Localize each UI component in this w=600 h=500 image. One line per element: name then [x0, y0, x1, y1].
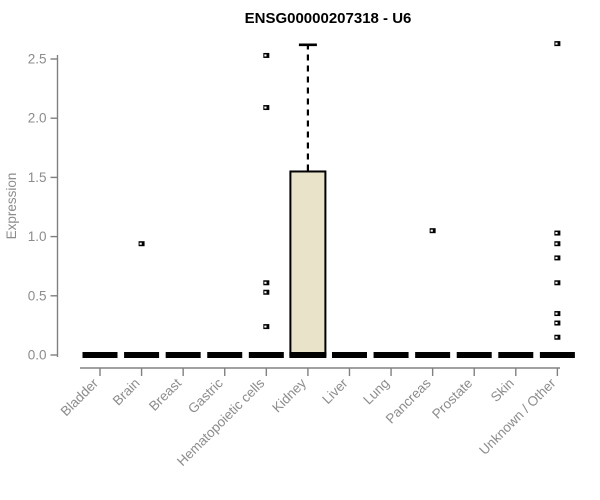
outlier-point-center — [264, 325, 267, 328]
y-tick-label: 0.5 — [28, 288, 47, 303]
outlier-point-center — [555, 322, 558, 325]
boxes-layer — [82, 43, 575, 358]
outlier-point-center — [555, 242, 558, 245]
x-tick-label: Lung — [360, 376, 392, 408]
x-tick-label: Pancreas — [383, 375, 434, 426]
x-tick-label: Breast — [146, 375, 184, 413]
chart-title: ENSG00000207318 - U6 — [245, 10, 412, 27]
y-tick-label: 2.5 — [28, 52, 47, 67]
x-tick-label: Kidney — [269, 375, 309, 415]
x-tick-label: Prostate — [429, 376, 475, 422]
outlier-point-center — [555, 256, 558, 259]
outlier-point-center — [555, 42, 558, 45]
collapsed-box — [124, 352, 160, 358]
outlier-point-center — [555, 312, 558, 315]
x-tick-label: Skin — [488, 376, 517, 405]
x-tick-label: Unknown / Other — [476, 375, 559, 458]
box-kidney — [289, 170, 327, 356]
x-tick-label: Gastric — [185, 375, 226, 416]
x-tick-label: Bladder — [58, 375, 102, 419]
x-tick-label: Brain — [110, 376, 143, 409]
outlier-point-center — [555, 232, 558, 235]
collapsed-box — [82, 352, 118, 358]
y-tick-label: 1.5 — [28, 170, 47, 185]
outlier-point-center — [264, 54, 267, 57]
outlier-point-center — [555, 281, 558, 284]
collapsed-box — [165, 352, 201, 358]
collapsed-box — [456, 352, 492, 358]
outlier-point-center — [430, 229, 433, 232]
y-tick-label: 1.0 — [28, 229, 47, 244]
y-axis-label: Expression — [4, 173, 19, 240]
outlier-point-center — [555, 336, 558, 339]
collapsed-box — [415, 352, 451, 358]
y-tick-label: 0.0 — [28, 348, 47, 363]
y-axis: 0.0 0.5 1.0 1.5 2.0 2.5 — [28, 52, 59, 363]
collapsed-box — [207, 352, 243, 358]
outliers-layer — [138, 41, 561, 340]
median-line — [289, 352, 327, 358]
outlier-point-center — [264, 291, 267, 294]
collapsed-box — [539, 352, 575, 358]
collapsed-box — [331, 352, 367, 358]
collapsed-box — [248, 352, 284, 358]
collapsed-box — [498, 352, 534, 358]
outlier-point-center — [139, 242, 142, 245]
x-tick-label: Liver — [319, 375, 351, 407]
outlier-point-center — [264, 106, 267, 109]
y-tick-label: 2.0 — [28, 111, 47, 126]
collapsed-box — [373, 352, 409, 358]
outlier-point-center — [264, 281, 267, 284]
